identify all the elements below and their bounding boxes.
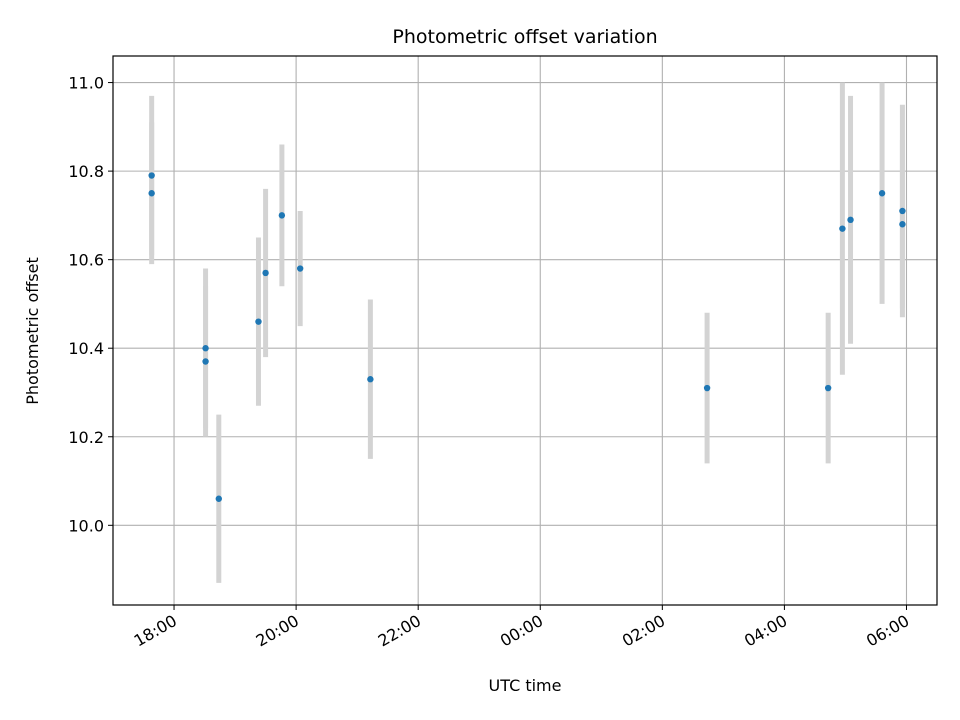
data-point [148,172,155,179]
y-tick-label: 10.0 [68,516,104,535]
data-point [278,212,286,219]
grid-lines [113,56,937,605]
data-point [839,225,846,232]
data-point [296,265,304,272]
data-point [703,384,711,392]
data-point [262,269,269,277]
data-point [878,190,886,197]
x-axis-label: UTC time [489,676,562,695]
data-point [899,207,906,215]
data-points [148,172,906,502]
data-point [255,318,262,325]
data-point [148,190,155,197]
plot-frame [112,55,938,606]
y-tick-label: 10.6 [68,251,104,270]
chart-title: Photometric offset variation [392,26,657,48]
data-point [215,495,222,502]
y-tick-label: 10.4 [68,339,104,358]
y-tick-label: 10.8 [68,162,104,181]
data-point [202,345,209,352]
data-point [202,358,209,365]
y-tick-label: 10.2 [68,428,104,447]
y-axis-label: Photometric offset [23,257,42,405]
y-tick-label: 11.0 [68,74,104,93]
data-point [847,216,854,224]
data-point [824,384,832,392]
data-point [899,221,906,228]
data-point [367,376,374,383]
